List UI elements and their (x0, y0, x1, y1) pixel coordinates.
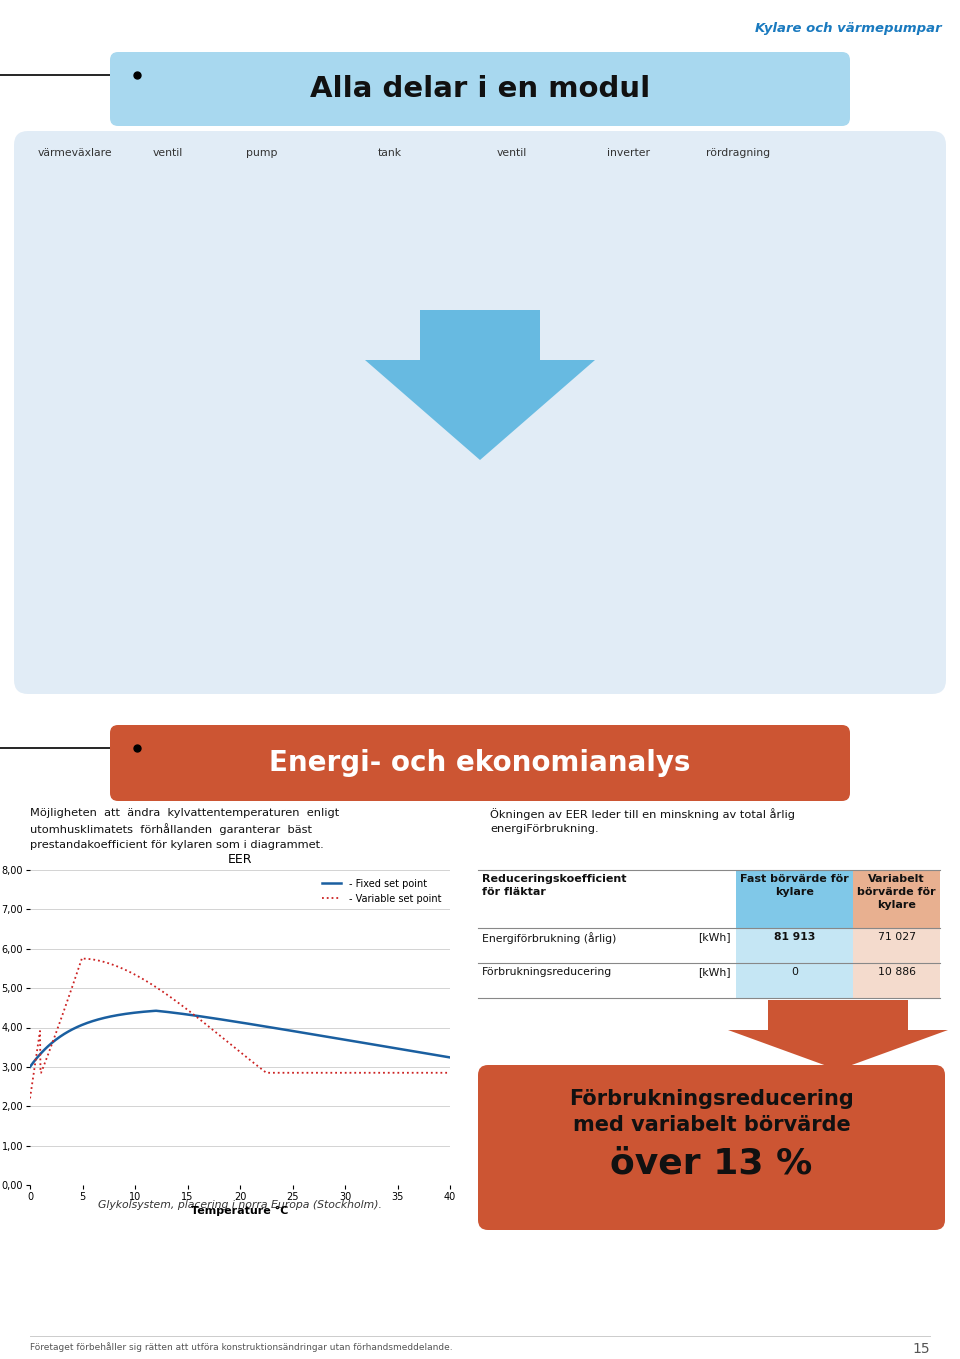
Text: Energi- och ekonomianalys: Energi- och ekonomianalys (269, 749, 691, 777)
Text: 0: 0 (791, 968, 798, 977)
FancyBboxPatch shape (110, 52, 850, 126)
FancyBboxPatch shape (736, 870, 853, 928)
FancyBboxPatch shape (736, 964, 853, 998)
Polygon shape (728, 1000, 948, 1070)
Text: med variabelt börvärde: med variabelt börvärde (572, 1114, 851, 1135)
FancyBboxPatch shape (736, 928, 853, 964)
Text: 10 886: 10 886 (877, 968, 916, 977)
X-axis label: Temperature °C: Temperature °C (191, 1205, 289, 1216)
FancyBboxPatch shape (14, 130, 946, 694)
Text: ventil: ventil (153, 148, 183, 158)
Text: rördragning: rördragning (706, 148, 770, 158)
Text: Reduceringskoefficient
för fläktar: Reduceringskoefficient för fläktar (482, 874, 627, 897)
Text: Alla delar i en modul: Alla delar i en modul (310, 75, 650, 103)
Text: Möjligheten  att  ändra  kylvattentemperaturen  enligt
utomhusklimatets  förhåll: Möjligheten att ändra kylvattentemperatu… (30, 809, 339, 849)
Text: 81 913: 81 913 (774, 932, 815, 942)
Text: inverter: inverter (607, 148, 650, 158)
Text: Ökningen av EER leder till en minskning av total årlig
energiFörbrukning.: Ökningen av EER leder till en minskning … (490, 809, 795, 834)
Text: 71 027: 71 027 (877, 932, 916, 942)
Text: [kWh]: [kWh] (698, 968, 731, 977)
Text: Energiförbrukning (årlig): Energiförbrukning (årlig) (482, 932, 616, 945)
FancyBboxPatch shape (853, 870, 940, 928)
Text: Fast börvärde för
kylare: Fast börvärde för kylare (740, 874, 849, 897)
Text: Företaget förbehåller sig rätten att utföra konstruktionsändringar utan förhands: Företaget förbehåller sig rätten att utf… (30, 1341, 452, 1352)
Text: pump: pump (247, 148, 277, 158)
FancyBboxPatch shape (110, 724, 850, 800)
Text: [kWh]: [kWh] (698, 932, 731, 942)
FancyBboxPatch shape (478, 1065, 945, 1230)
Text: Glykolsystem, placering i norra Europa (Stockholm).: Glykolsystem, placering i norra Europa (… (98, 1200, 382, 1210)
Text: tank: tank (378, 148, 402, 158)
Text: över 13 %: över 13 % (611, 1147, 812, 1181)
Text: Förbrukningsreducering: Förbrukningsreducering (569, 1089, 853, 1109)
Text: värmeväxlare: värmeväxlare (37, 148, 112, 158)
Title: EER: EER (228, 853, 252, 866)
Text: 15: 15 (912, 1341, 930, 1356)
Polygon shape (365, 310, 595, 459)
FancyBboxPatch shape (853, 964, 940, 998)
Text: Förbrukningsreducering: Förbrukningsreducering (482, 968, 612, 977)
FancyBboxPatch shape (853, 928, 940, 964)
Legend: - Fixed set point, - Variable set point: - Fixed set point, - Variable set point (318, 875, 445, 908)
Text: ventil: ventil (497, 148, 527, 158)
Text: Variabelt
börvärde för
kylare: Variabelt börvärde för kylare (857, 874, 936, 911)
Text: Kylare och värmepumpar: Kylare och värmepumpar (756, 22, 942, 35)
